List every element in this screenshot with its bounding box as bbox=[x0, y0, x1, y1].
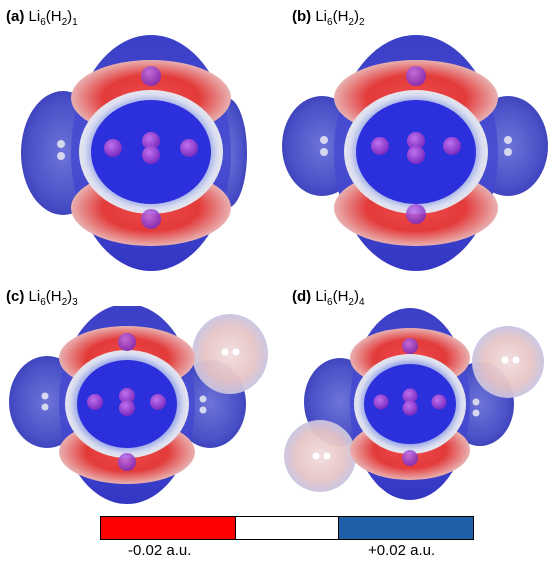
panel-c-label: (c) Li6(H2)3 bbox=[6, 288, 78, 308]
h-atom bbox=[323, 452, 331, 460]
li-atom-right bbox=[431, 394, 447, 410]
h-atom bbox=[232, 348, 240, 356]
li-atom-center-top bbox=[119, 388, 135, 404]
h-atom bbox=[57, 140, 65, 148]
li-atom-top bbox=[118, 333, 136, 351]
h-atom bbox=[320, 148, 328, 156]
li-atom-center-top bbox=[402, 388, 418, 404]
li-atom-top bbox=[141, 66, 161, 86]
h-atom bbox=[41, 403, 49, 411]
li-atom-top bbox=[402, 338, 418, 354]
h-atom bbox=[312, 452, 320, 460]
h-atom bbox=[199, 406, 207, 414]
li-atom-bottom bbox=[402, 450, 418, 466]
h-atom bbox=[472, 398, 480, 406]
h2-lobe-lower-left bbox=[284, 420, 356, 492]
h2-lobe-upper-right bbox=[192, 314, 268, 394]
h-atom bbox=[221, 348, 229, 356]
colorbar-min-label: -0.02 a.u. bbox=[128, 542, 192, 559]
li-atom-right bbox=[443, 137, 461, 155]
li-atom-left bbox=[373, 394, 389, 410]
li-atom-center-bottom bbox=[142, 146, 160, 164]
li-atom-bottom bbox=[406, 204, 426, 224]
li-atom-left bbox=[104, 139, 122, 157]
h-atom bbox=[199, 395, 207, 403]
h-atom bbox=[472, 409, 480, 417]
h-atom bbox=[57, 152, 65, 160]
li-atom-center-bottom bbox=[119, 400, 135, 416]
li-atom-center-top bbox=[142, 132, 160, 150]
li-atom-right bbox=[150, 394, 166, 410]
panel-b-potential-map bbox=[280, 28, 550, 278]
colorbar-positive bbox=[339, 517, 473, 539]
h-atom bbox=[501, 356, 509, 364]
li-atom-left bbox=[87, 394, 103, 410]
li-atom-center-bottom bbox=[402, 400, 418, 416]
colorbar-negative bbox=[101, 517, 235, 539]
h-atom bbox=[512, 356, 520, 364]
li-atom-bottom bbox=[118, 453, 136, 471]
li-atom-left bbox=[371, 137, 389, 155]
li-atom-right bbox=[180, 139, 198, 157]
panel-a-label: (a) Li6(H2)1 bbox=[6, 8, 78, 28]
li-atom-center-top bbox=[407, 132, 425, 150]
panel-a-potential-map bbox=[15, 28, 285, 278]
h2-lobe-upper-right bbox=[472, 326, 544, 398]
colorbar-zero bbox=[235, 517, 339, 539]
panel-c-potential-map bbox=[5, 306, 275, 556]
li-atom-bottom bbox=[141, 209, 161, 229]
panel-b-label: (b) Li6(H2)2 bbox=[292, 8, 365, 28]
li-atom-top bbox=[406, 66, 426, 86]
colorbar bbox=[100, 516, 474, 540]
panel-d-label: (d) Li6(H2)4 bbox=[292, 288, 365, 308]
h-atom bbox=[504, 136, 512, 144]
h-atom bbox=[41, 392, 49, 400]
colorbar-max-label: +0.02 a.u. bbox=[368, 542, 436, 559]
panel-d-potential-map bbox=[280, 306, 550, 556]
li-atom-center-bottom bbox=[407, 146, 425, 164]
h-atom bbox=[504, 148, 512, 156]
h-atom bbox=[320, 136, 328, 144]
